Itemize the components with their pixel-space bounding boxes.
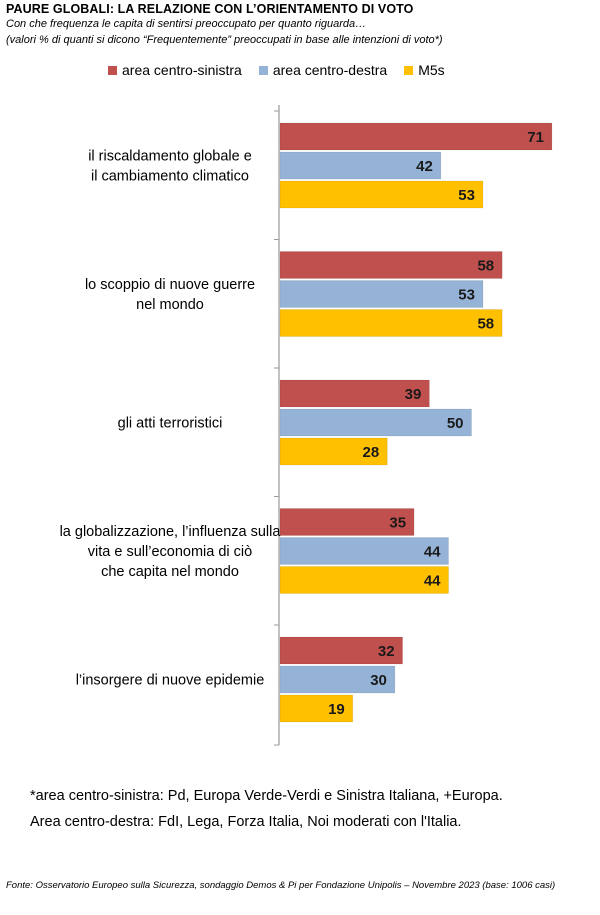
bar xyxy=(279,508,415,536)
category-label: l’insorgere di nuove epidemie xyxy=(76,673,265,689)
bar xyxy=(279,636,403,665)
category-label-line: la globalizzazione, l’influenza sulla xyxy=(60,524,282,540)
bar xyxy=(279,694,354,723)
bar xyxy=(279,665,396,694)
category-label-line: che capita nel mondo xyxy=(101,564,239,580)
bar xyxy=(279,151,442,180)
bar-value-label: 53 xyxy=(458,287,475,304)
bar-value-label: 58 xyxy=(477,258,494,275)
legend-swatch xyxy=(108,65,117,75)
category-label-line: gli atti terroristici xyxy=(118,416,223,432)
bar-value-label: 44 xyxy=(424,544,441,561)
bar-value-label: 32 xyxy=(378,643,395,660)
bar-value-label: 71 xyxy=(527,129,544,146)
bar xyxy=(279,537,449,565)
bar-chart: il riscaldamento globale e il cambiamento… xyxy=(60,105,553,746)
legend-item: M5s xyxy=(404,62,445,78)
category-label-line: nel mondo xyxy=(136,297,204,313)
category-label-line: lo scoppio di nuove guerre xyxy=(85,277,255,293)
legend-swatch xyxy=(404,65,414,75)
source-note: Fonte: Osservatorio Europeo sulla Sicure… xyxy=(6,880,556,891)
bar-value-label: 39 xyxy=(405,386,422,403)
bar xyxy=(279,251,503,279)
bar xyxy=(279,408,472,437)
bar xyxy=(279,180,484,209)
category-label: gli atti terroristici xyxy=(118,416,223,432)
category-label-line: il cambiamento climatico xyxy=(91,169,249,185)
legend-label: M5s xyxy=(418,62,445,78)
bar xyxy=(279,379,430,408)
category-label: la globalizzazione, l’influenza sulla vit… xyxy=(60,524,282,580)
bar xyxy=(279,280,484,308)
bar xyxy=(279,122,553,151)
legend-label: area centro-sinistra xyxy=(122,62,242,78)
bar-value-label: 42 xyxy=(416,158,433,175)
category-label: lo scoppio di nuove guerre nel mondo xyxy=(85,277,255,313)
bar-value-label: 58 xyxy=(477,316,494,333)
bar-value-label: 44 xyxy=(424,573,441,590)
bar-value-label: 35 xyxy=(389,515,406,532)
bar-value-label: 28 xyxy=(363,444,380,461)
bar xyxy=(279,566,449,594)
legend-swatch xyxy=(258,65,268,75)
bar-value-label: 53 xyxy=(458,187,475,204)
footnote: *area centro-sinistra: Pd, Europa Verde-… xyxy=(30,788,503,830)
bar-value-label: 30 xyxy=(370,672,387,689)
legend-item: area centro-destra xyxy=(258,62,388,78)
category-label-line: il riscaldamento globale e xyxy=(88,149,252,165)
bar xyxy=(279,309,503,337)
bar xyxy=(279,437,388,466)
chart-subtitle: Con che frequenza le capita di sentirsi … xyxy=(6,18,367,30)
legend-item: area centro-sinistra xyxy=(108,62,242,78)
chart-legend: area centro-sinistra area centro-destra … xyxy=(108,62,462,78)
category-label-line: vita e sull’economia di ciò xyxy=(88,544,252,560)
chart-subtitle-note: (valori % di quanti si dicono “Frequente… xyxy=(6,34,443,46)
category-label-line: l’insorgere di nuove epidemie xyxy=(76,673,265,689)
bar-value-label: 19 xyxy=(328,701,345,718)
legend-label: area centro-destra xyxy=(272,62,388,78)
category-label: il riscaldamento globale e il cambiamento… xyxy=(88,149,252,185)
chart-title: PAURE GLOBALI: LA RELAZIONE CON L’ORIENT… xyxy=(6,2,414,16)
bar-value-label: 50 xyxy=(447,415,464,432)
